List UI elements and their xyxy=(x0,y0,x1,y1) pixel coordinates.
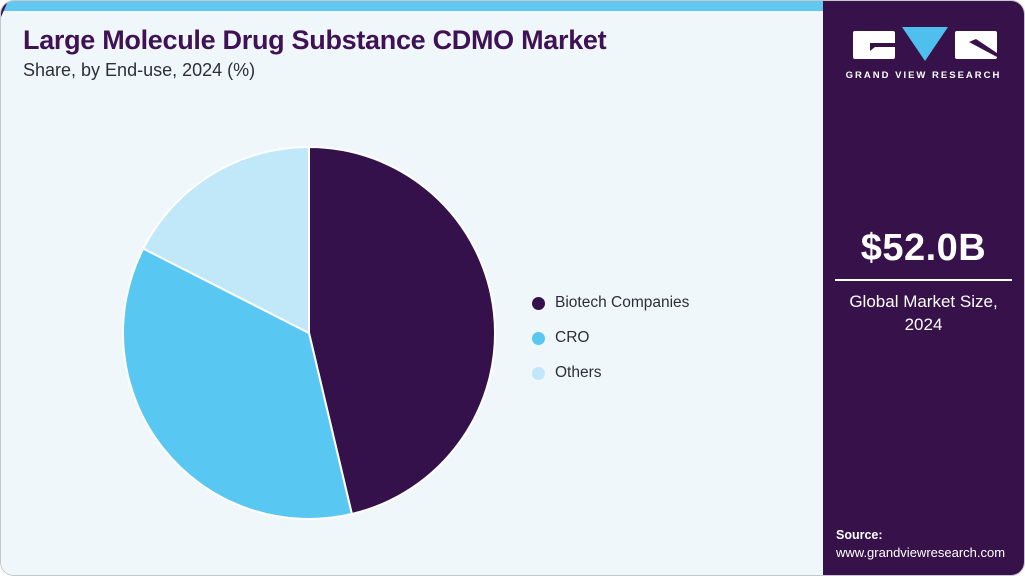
source-label: Source: xyxy=(836,527,883,542)
legend-swatch xyxy=(532,331,545,345)
grand-view-research-logo: GRAND VIEW RESEARCH xyxy=(844,25,1004,81)
brand-sidebar: GRAND VIEW RESEARCH $52.0B Global Market… xyxy=(823,1,1024,575)
source-url: www.grandviewresearch.com xyxy=(836,545,1006,561)
page-title: Large Molecule Drug Substance CDMO Marke… xyxy=(23,25,607,55)
source-block: Source: www.grandviewresearch.com xyxy=(823,527,1024,575)
legend-item: CRO xyxy=(532,329,689,347)
page-subtitle: Share, by End-use, 2024 (%) xyxy=(23,60,256,80)
divider xyxy=(835,279,1012,281)
market-size-block: $52.0B Global Market Size, 2024 xyxy=(823,227,1024,337)
legend-label: Biotech Companies xyxy=(555,294,690,311)
legend-label: Others xyxy=(555,364,602,381)
top-accent-notch xyxy=(1,1,8,17)
pie-slice-biotech-companies xyxy=(308,146,497,515)
gvr-logo-icon xyxy=(852,27,997,61)
brand-name: GRAND VIEW RESEARCH xyxy=(845,70,1002,81)
legend-label: CRO xyxy=(555,329,590,346)
pie-chart xyxy=(122,146,497,520)
legend-item: Biotech Companies xyxy=(532,294,689,312)
legend-item: Others xyxy=(532,364,689,382)
pie-slice-cro xyxy=(122,247,353,520)
pie-slice-others xyxy=(142,146,310,334)
chart-panel: Large Molecule Drug Substance CDMO Marke… xyxy=(1,1,823,575)
legend-swatch xyxy=(532,366,545,380)
market-size-value: $52.0B xyxy=(860,227,987,269)
chart-legend: Biotech Companies CRO Others xyxy=(532,294,689,399)
legend-swatch xyxy=(532,296,545,310)
market-size-caption: Global Market Size, 2024 xyxy=(849,292,998,334)
top-accent-bar xyxy=(1,1,823,11)
